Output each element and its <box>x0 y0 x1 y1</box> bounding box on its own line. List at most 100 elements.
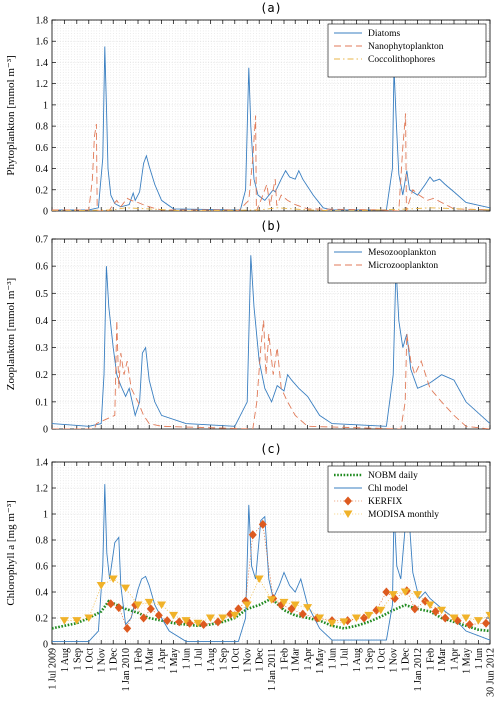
panel-c: 0 0.2 0.4 0.6 0.8 1 1.2 1.4 (c) Chlorophyll a [mg… <box>5 442 491 651</box>
x-tick-label: 1 Apr <box>157 647 168 670</box>
x-tick-label: 1 Nov <box>243 648 254 673</box>
legend: Mesozooplankton Microzooplankton <box>327 242 487 284</box>
modisa-point <box>449 614 459 622</box>
x-tick-label: 1 Oct <box>230 648 241 670</box>
legend-label: Nanophytoplankton <box>368 42 444 52</box>
y-tick-label: 0.4 <box>36 316 49 327</box>
y-tick-label: 0.1 <box>36 397 49 408</box>
modisa-point <box>303 604 313 612</box>
modisa-point <box>84 614 94 622</box>
y-tick-label: 1.2 <box>36 79 49 90</box>
x-tick-label: 1 Dec <box>109 647 120 671</box>
x-tick-label: 1 Sep <box>364 648 375 671</box>
panel-title: (c) <box>260 442 282 456</box>
y-tick-label: 0.2 <box>36 614 49 625</box>
legend-label: Microzooplankton <box>368 261 438 271</box>
kerfix-point <box>154 610 163 620</box>
axes-box <box>51 461 491 645</box>
kerfix-point <box>106 599 115 609</box>
x-tick-label: 1 Nov <box>97 648 108 673</box>
x-tick-label: 1 Aug <box>60 648 71 672</box>
legend-label: Chl model <box>368 484 408 494</box>
y-tick-label: 0.3 <box>36 343 49 354</box>
y-tick-label: 1.4 <box>36 458 49 469</box>
legend: NOBM daily Chl model KERFIX MODISA monthly <box>327 465 487 533</box>
kerfix-point <box>114 603 123 613</box>
modisa-point <box>181 617 191 625</box>
panel-title: (b) <box>260 219 282 233</box>
kerfix-point <box>287 604 296 614</box>
kerfix-point <box>258 519 267 529</box>
y-axis-label: Zooplankton [mmol m⁻³] <box>5 278 17 390</box>
x-tick-label: 1 May <box>462 648 473 674</box>
y-tick-label: 0.6 <box>36 262 49 273</box>
kerfix-point <box>163 616 172 626</box>
y-axis-label: Phytoplankton [mmol m⁻³] <box>5 55 17 175</box>
kerfix-point <box>199 620 208 629</box>
modisa-point <box>267 596 277 604</box>
legend-label: Mesozooplankton <box>368 248 436 258</box>
modisa-point <box>121 584 131 593</box>
x-tick-label: 1 Sep <box>218 648 229 671</box>
x-tick-label: 1 Aug <box>206 648 217 672</box>
modisa-point <box>59 617 69 625</box>
x-tick-label: 1 Nov <box>389 648 400 673</box>
x-tick-label: 1 May <box>315 648 326 674</box>
legend-label: NOBM daily <box>368 471 418 481</box>
y-tick-label: 0.5 <box>36 289 49 300</box>
modisa-point <box>169 611 179 620</box>
modisa-point <box>315 614 325 622</box>
panel-b: 0 0.1 0.2 0.3 0.4 0.5 0.6 0.7 (b) Zooplankton [mm… <box>5 219 491 436</box>
x-tick-label: 1 Oct <box>376 648 387 670</box>
kerfix-point <box>482 618 490 628</box>
modisa-point <box>133 601 143 609</box>
panel-a: 0 0.2 0.4 0.6 0.8 1 1.2 1.4 1.6 1.8 (a) Phytoplankt… <box>5 1 491 218</box>
y-tick-label: 0.4 <box>36 588 49 599</box>
modisa-point <box>351 614 361 622</box>
series-line-micro <box>52 320 490 429</box>
x-tick-label: 1 Dec <box>401 647 412 671</box>
y-tick-label: 0.8 <box>36 122 49 133</box>
y-tick-label: 1.4 <box>36 58 49 69</box>
y-tick-label: 0.6 <box>36 562 49 573</box>
modisa-point <box>400 588 410 596</box>
modisa-point <box>425 601 435 609</box>
x-tick-label: 1 Aug <box>352 648 363 672</box>
kerfix-point <box>382 587 391 597</box>
y-tick-label: 0.6 <box>36 143 49 154</box>
y-tick-label: 0 <box>43 425 48 436</box>
x-tick-label: 1 Jan 2010 <box>121 648 132 691</box>
x-tick-label: 1 Jan 2011 <box>267 648 278 691</box>
kerfix-point <box>410 604 419 614</box>
series-layer <box>52 46 490 211</box>
x-tick-label: 1 Feb <box>426 648 437 671</box>
y-tick-label: 0.2 <box>36 370 49 381</box>
y-tick-label: 0.2 <box>36 185 49 196</box>
legend-marker <box>344 496 352 506</box>
legend-marker <box>343 510 353 518</box>
series-line-cocco <box>52 207 490 211</box>
kerfix-point <box>226 609 235 619</box>
modisa-point <box>96 582 106 590</box>
x-tick-label: 1 Jul <box>340 648 351 667</box>
x-tick-label: 1 Feb <box>134 648 145 671</box>
x-tick-label: 1 Jul <box>194 648 205 667</box>
legend-box <box>327 242 487 284</box>
panel-title: (a) <box>260 1 282 15</box>
modisa-point <box>242 601 252 609</box>
modisa-point <box>327 619 337 628</box>
legend-label: Coccolithophores <box>368 55 435 65</box>
modisa-point <box>279 598 289 607</box>
modisa-point <box>388 591 398 599</box>
kerfix-point <box>441 613 450 623</box>
x-tick-labels: 1 Jul 2009 1 Aug 1 Sep 1 Oct 1 Nov 1 Dec 1 Jan… <box>48 647 497 697</box>
x-tick-label: 1 Jan 2012 <box>413 648 424 691</box>
kerfix-point <box>123 623 132 633</box>
kerfix-point <box>214 617 222 627</box>
y-tick-label: 1.2 <box>36 484 49 495</box>
legend-label: Diatoms <box>368 29 400 39</box>
y-tick-label: 0.7 <box>36 235 49 246</box>
modisa-point <box>473 617 483 625</box>
legend-box <box>327 465 487 533</box>
modisa-point <box>157 601 167 609</box>
